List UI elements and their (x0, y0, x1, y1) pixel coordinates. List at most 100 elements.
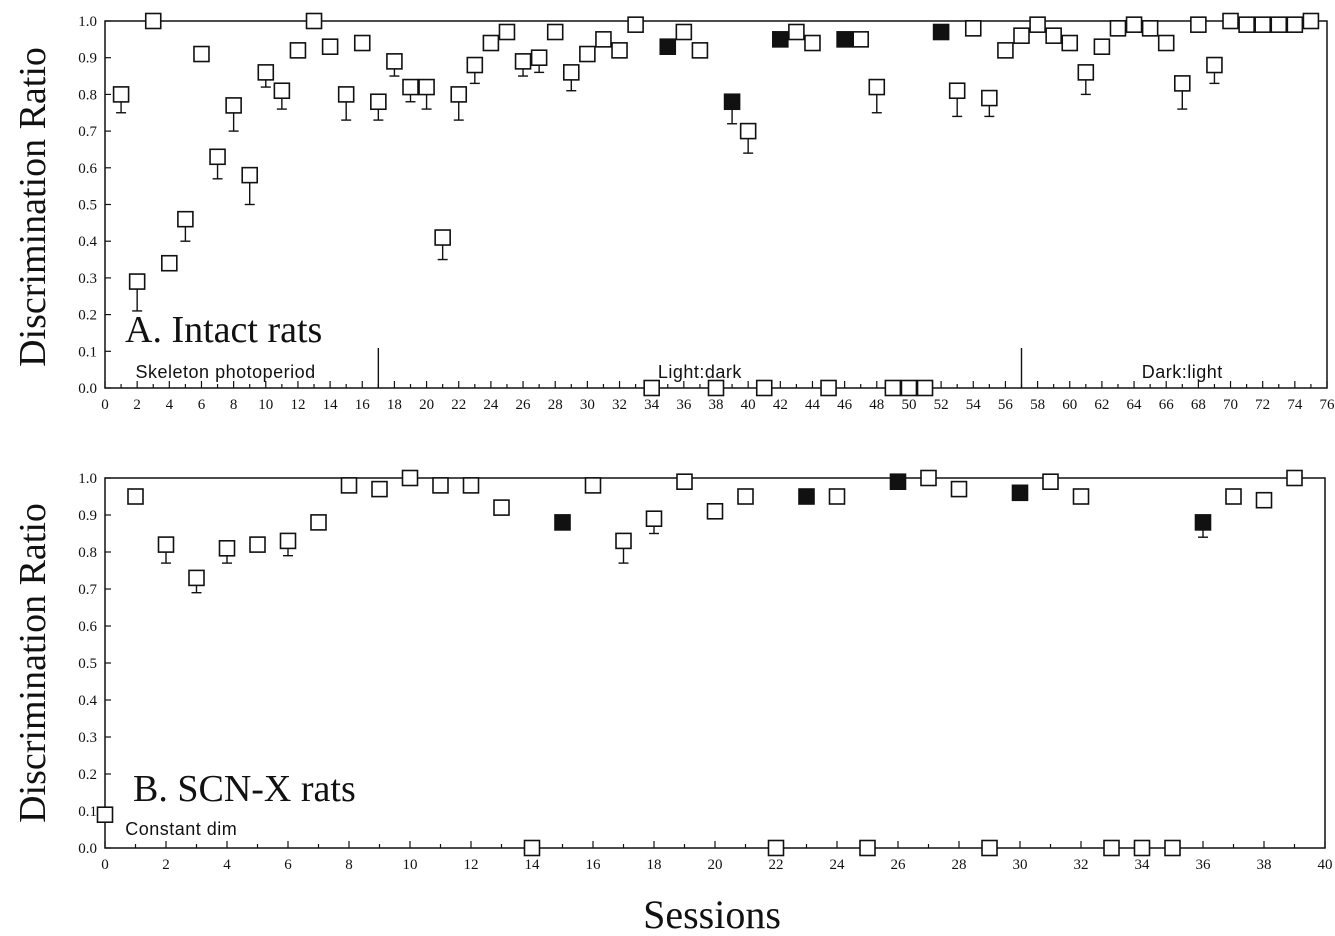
open-square-marker (1302, 12, 1320, 30)
open-square-marker (493, 499, 510, 516)
x-tick-label: 66 (1159, 397, 1175, 413)
x-tick-label: 30 (580, 397, 595, 413)
filled-square-marker (659, 38, 677, 55)
open-square-marker (193, 45, 210, 63)
x-tick-label: 70 (1223, 397, 1238, 413)
x-tick-label: 2 (162, 857, 170, 873)
open-square-marker (1225, 488, 1242, 505)
y-tick-label: 0.9 (78, 508, 97, 524)
open-square-marker (530, 49, 548, 67)
y-tick-label: 0.5 (78, 198, 97, 214)
y-tick-label: 0.9 (78, 51, 97, 67)
open-square-marker (209, 148, 226, 166)
x-tick-label: 24 (483, 397, 499, 413)
x-tick-label: 44 (805, 397, 821, 413)
x-tick-label: 40 (1318, 857, 1333, 873)
x-axis-label: Sessions (643, 892, 781, 936)
open-square-marker (1286, 16, 1304, 33)
x-tick-label: 10 (258, 397, 273, 413)
open-square-marker (1222, 12, 1239, 30)
open-square-marker (450, 86, 468, 103)
open-square-marker (611, 42, 628, 59)
x-tick-label: 10 (403, 857, 418, 873)
panel-b-axis-ticks: 0.00.10.20.30.40.50.60.70.80.91.00 2 4 6 8 10… (78, 471, 1332, 873)
open-square-marker (820, 379, 837, 397)
x-tick-label: 34 (644, 397, 660, 413)
y-tick-label: 0.5 (78, 656, 97, 672)
x-tick-label: 8 (345, 857, 353, 873)
y-tick-label: 0.6 (78, 161, 97, 177)
open-square-marker (1061, 34, 1079, 52)
filled-square-marker (1011, 484, 1029, 502)
panel-a-y-axis-label: Discrimination Ratio (12, 47, 54, 367)
panel-b-title: B. SCN-X rats (133, 768, 356, 810)
y-tick-label: 0.2 (78, 308, 97, 324)
open-square-marker (562, 64, 580, 81)
open-square-marker (402, 78, 419, 96)
open-square-marker (675, 23, 693, 41)
x-tick-label: 72 (1255, 397, 1270, 413)
open-square-marker (1125, 16, 1143, 33)
open-square-marker (981, 839, 998, 857)
open-square-marker (1190, 16, 1207, 33)
open-square-marker (128, 273, 146, 290)
x-tick-label: 32 (1074, 857, 1089, 873)
x-tick-label: 16 (586, 857, 602, 873)
open-square-marker (482, 34, 500, 52)
y-tick-label: 0.6 (78, 619, 97, 635)
open-square-marker (1164, 839, 1181, 857)
x-tick-label: 0 (101, 857, 109, 873)
x-tick-label: 32 (612, 397, 627, 413)
x-tick-label: 26 (891, 857, 907, 873)
x-tick-label: 46 (837, 397, 853, 413)
y-tick-label: 0.1 (78, 804, 97, 820)
open-square-marker (401, 469, 419, 487)
open-square-marker (144, 12, 162, 30)
open-square-marker (900, 379, 918, 397)
open-square-marker (340, 477, 358, 494)
x-tick-label: 22 (769, 857, 784, 873)
y-tick-label: 1.0 (78, 471, 97, 487)
x-tick-label: 28 (952, 857, 967, 873)
open-square-marker (884, 379, 902, 397)
y-tick-label: 1.0 (78, 14, 97, 30)
y-tick-label: 0.3 (78, 271, 97, 287)
panel-a-data-marks (112, 12, 1320, 397)
open-square-marker (595, 31, 612, 48)
open-square-marker (353, 34, 371, 52)
open-square-marker (289, 42, 307, 59)
x-tick-label: 38 (1257, 857, 1272, 873)
open-square-marker (981, 89, 998, 107)
open-square-marker (1270, 16, 1288, 33)
x-tick-label: 12 (464, 857, 479, 873)
x-tick-label: 50 (901, 397, 916, 413)
open-square-marker (434, 229, 451, 246)
open-square-marker (1157, 34, 1175, 52)
open-square-marker (188, 569, 205, 587)
x-tick-label: 30 (1013, 857, 1028, 873)
open-square-marker (371, 480, 388, 498)
open-square-marker (337, 86, 355, 103)
open-square-marker (386, 53, 403, 70)
open-square-marker (466, 56, 484, 74)
y-tick-label: 0.8 (78, 87, 97, 103)
panel-a-axis-ticks: 0.00.10.20.30.40.50.60.70.80.91.00 2 4 6 8 10… (78, 14, 1335, 413)
x-tick-label: 12 (290, 397, 305, 413)
open-square-marker (1238, 16, 1255, 33)
x-tick-label: 60 (1062, 397, 1077, 413)
x-tick-label: 26 (516, 397, 532, 413)
y-tick-label: 0.1 (78, 344, 97, 360)
x-tick-label: 6 (284, 857, 292, 873)
open-square-marker (737, 488, 754, 505)
x-tick-label: 64 (1127, 397, 1143, 413)
phase-annotation: Dark:light (1142, 362, 1223, 382)
open-square-marker (859, 839, 876, 857)
open-square-marker (462, 477, 480, 494)
open-square-marker (279, 532, 297, 550)
open-square-marker (1072, 488, 1090, 505)
open-square-marker (920, 469, 937, 487)
x-tick-label: 62 (1094, 397, 1109, 413)
x-tick-label: 58 (1030, 397, 1045, 413)
open-square-marker (579, 45, 596, 63)
